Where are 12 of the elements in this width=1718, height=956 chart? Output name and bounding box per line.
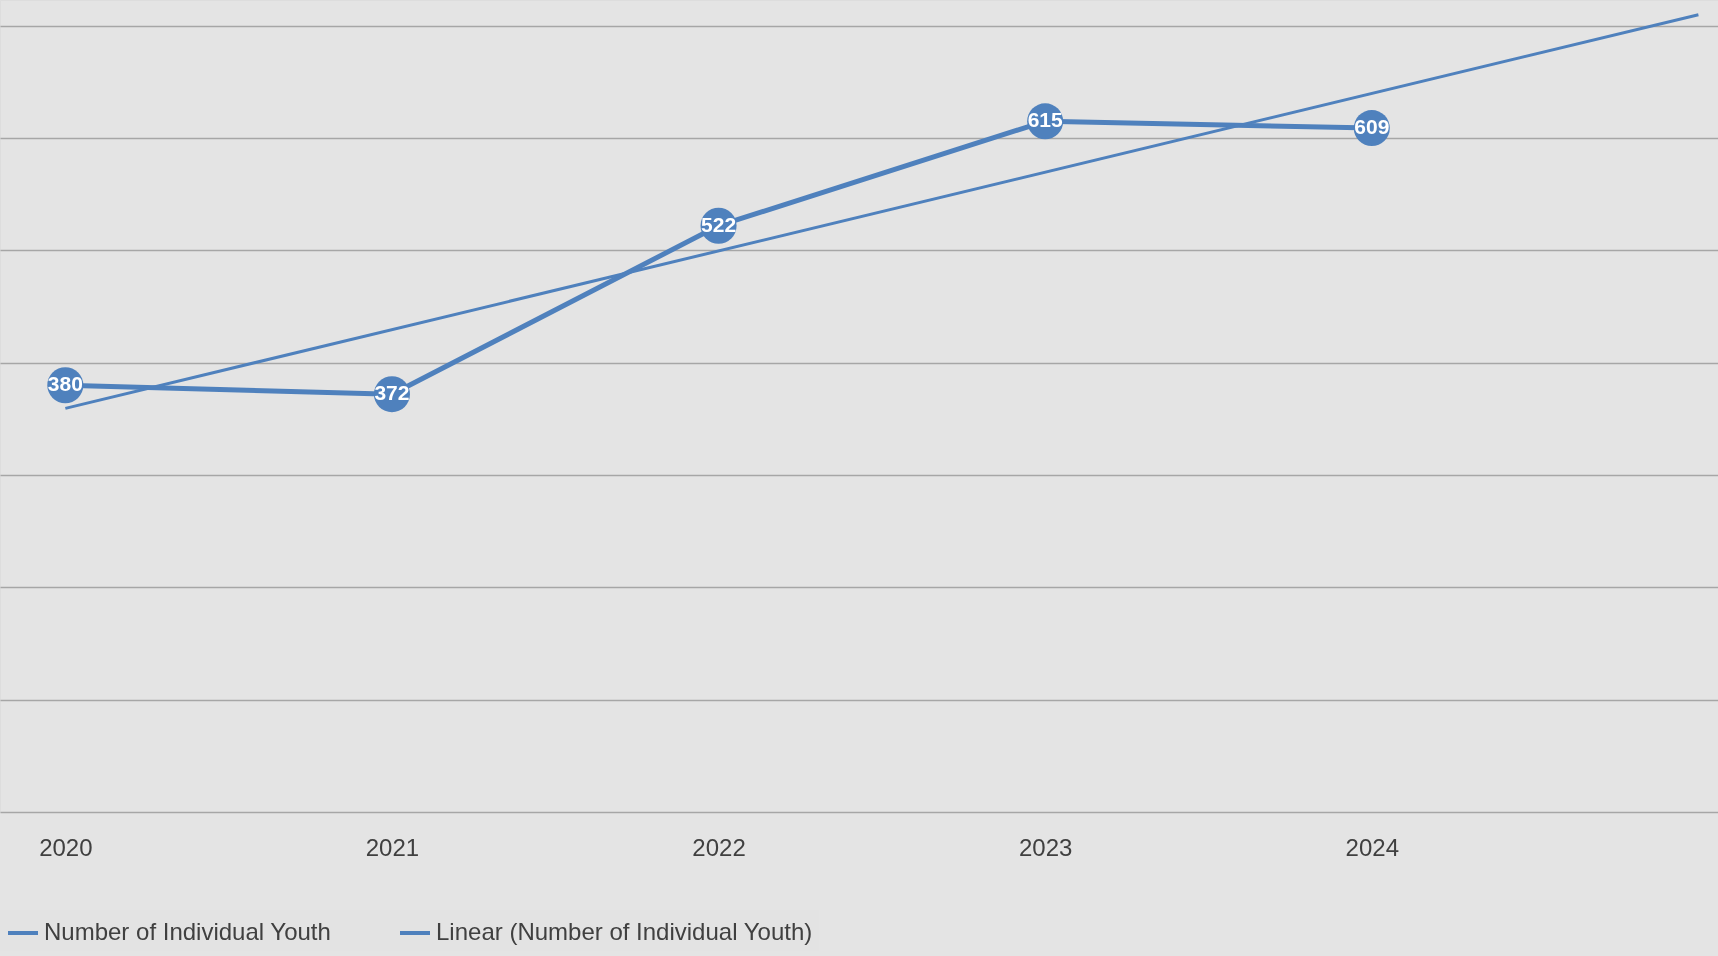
data-label: 380 <box>47 372 83 396</box>
legend-label: Linear (Number of Individual Youth) <box>436 918 813 945</box>
x-tick-label: 2022 <box>692 833 746 861</box>
x-tick-label: 2024 <box>1345 833 1399 861</box>
data-label: 522 <box>701 212 737 236</box>
x-tick-label: 2020 <box>39 833 93 861</box>
data-label: 615 <box>1027 108 1064 132</box>
data-label: 609 <box>1354 115 1390 139</box>
x-tick-label: 2023 <box>1018 833 1073 861</box>
x-tick-label: 2021 <box>365 833 420 861</box>
data-label: 372 <box>374 381 410 405</box>
legend-label: Number of Individual Youth <box>44 918 331 945</box>
